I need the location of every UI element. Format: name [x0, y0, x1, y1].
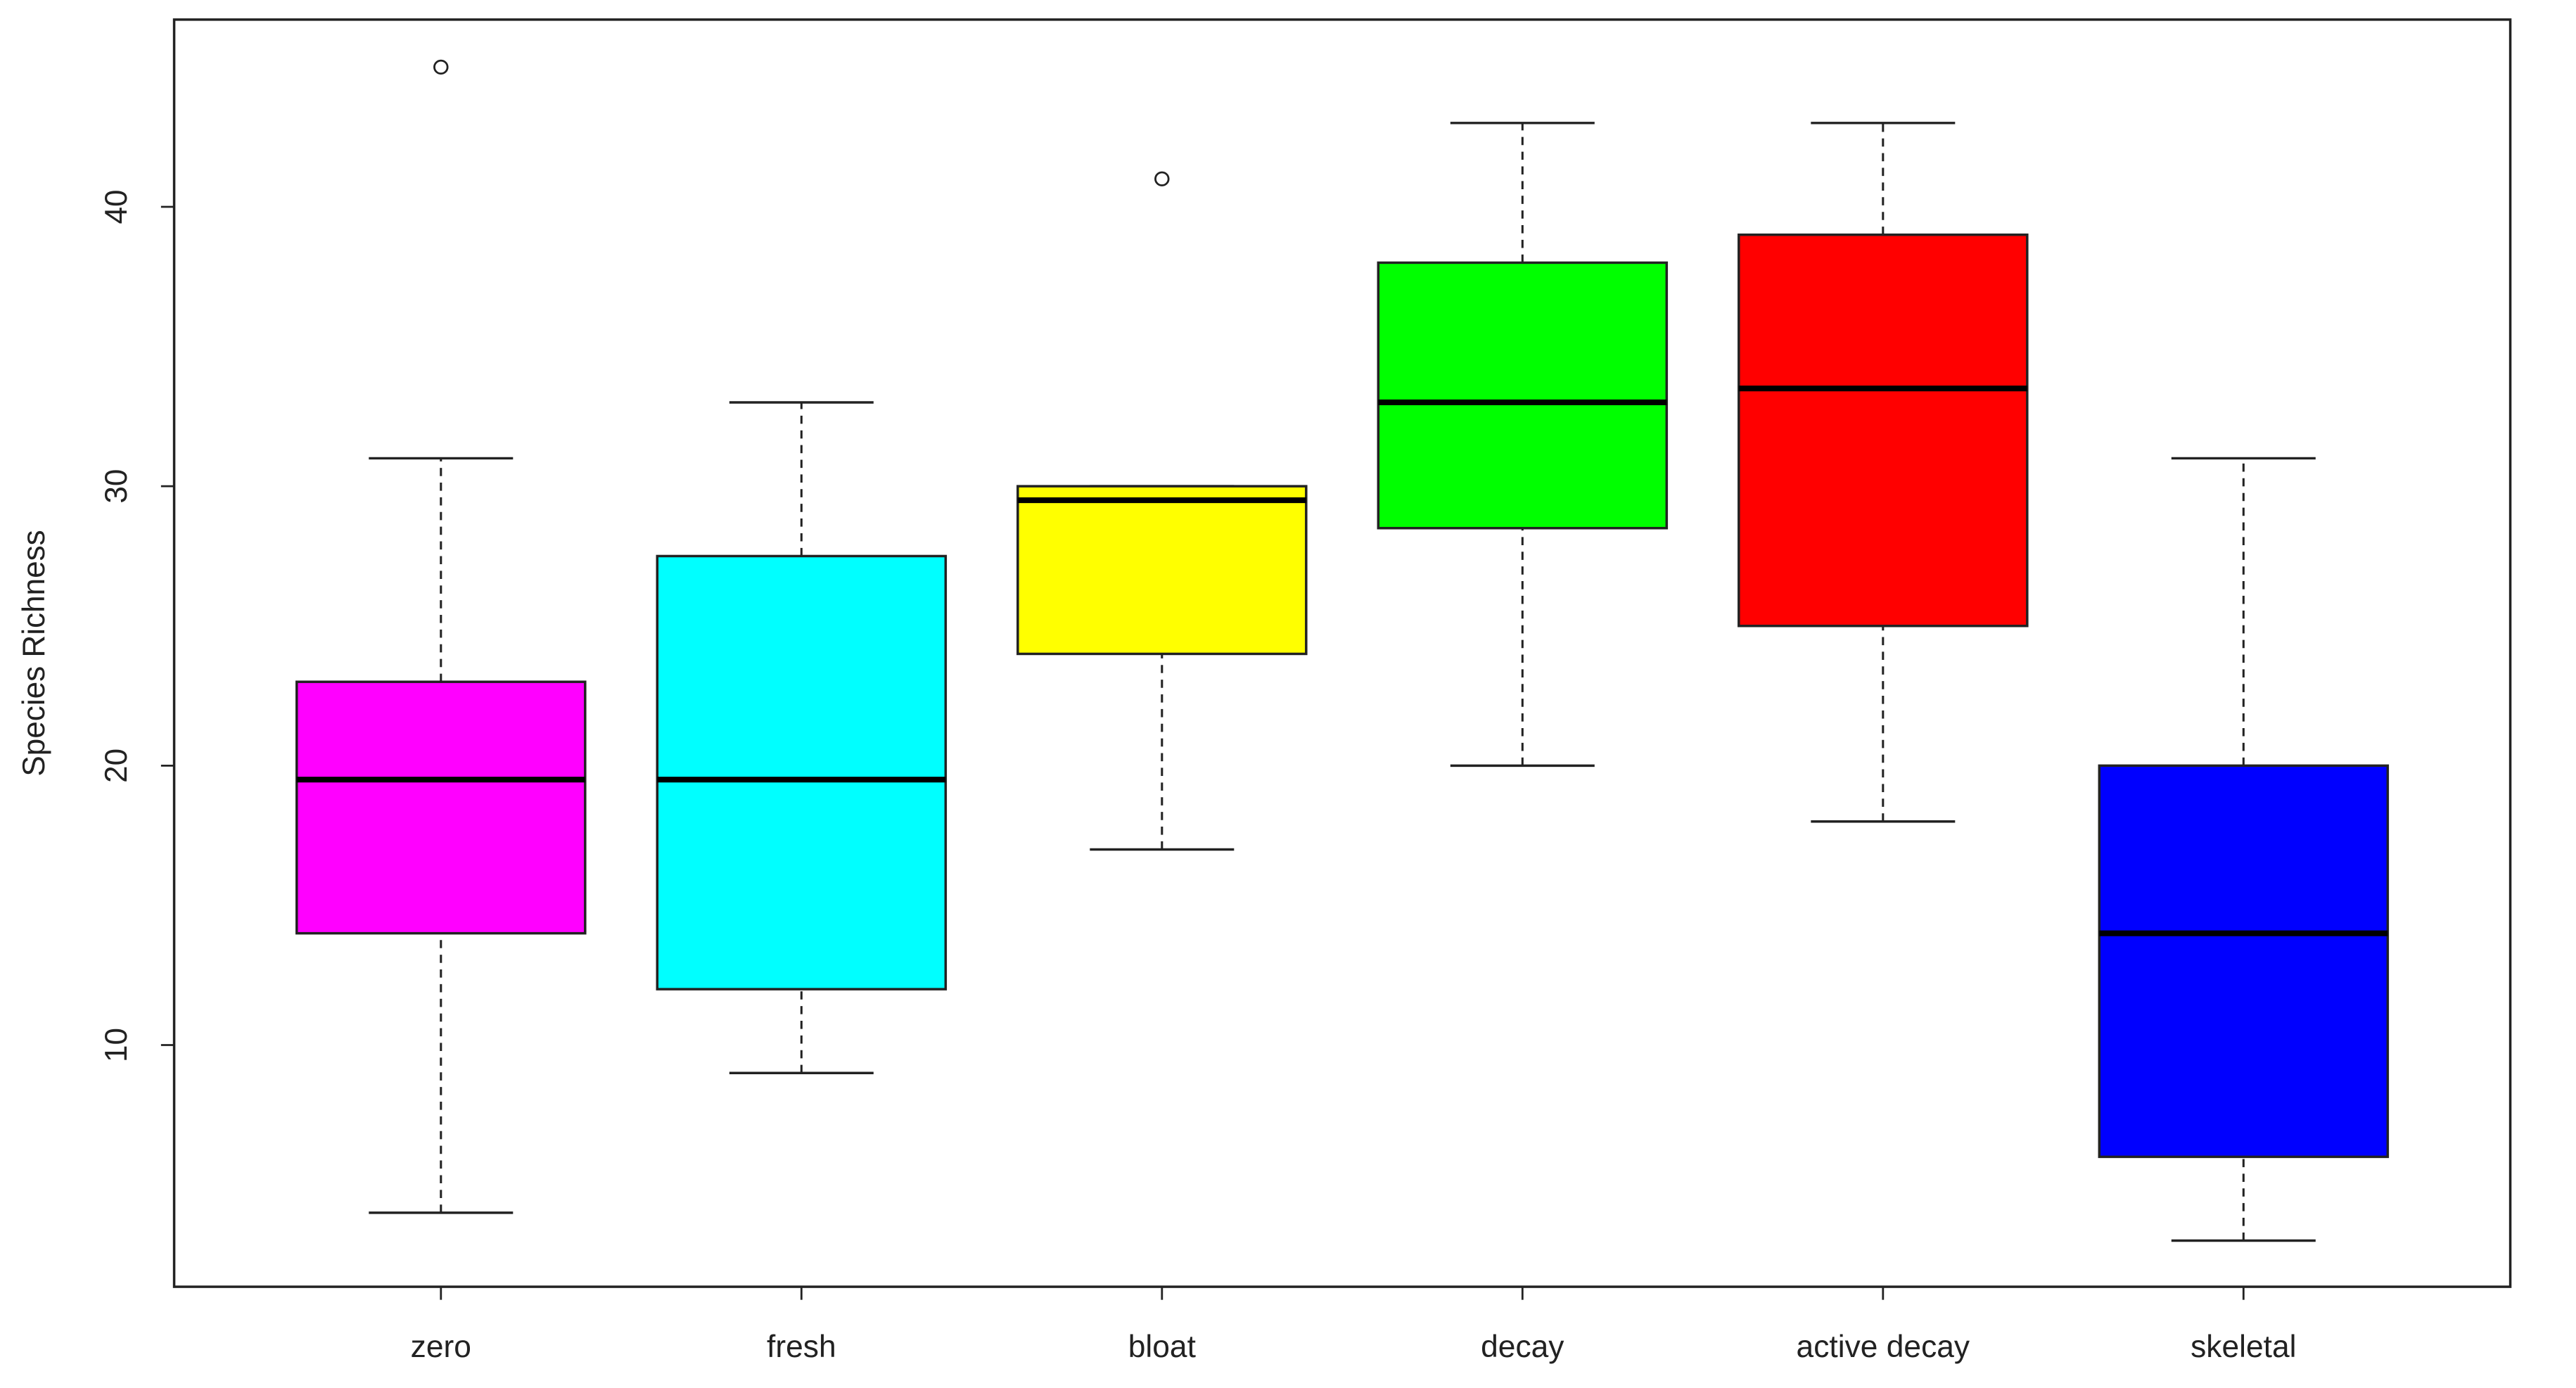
- box: [1737, 233, 2029, 628]
- x-tick-label: bloat: [1128, 1330, 1196, 1364]
- y-tick-label: 30: [99, 469, 134, 504]
- outlier: [433, 59, 449, 75]
- y-axis-label: Species Richness: [17, 530, 51, 776]
- x-tick-label: zero: [411, 1330, 471, 1364]
- x-tick-label: fresh: [767, 1330, 836, 1364]
- box: [656, 554, 948, 991]
- outlier: [1154, 171, 1170, 186]
- x-tick-label: skeletal: [2191, 1330, 2296, 1364]
- plot-frame: [172, 18, 2512, 1288]
- x-tick-label: active decay: [1797, 1330, 1970, 1364]
- box: [1016, 485, 1308, 656]
- box: [295, 680, 587, 935]
- y-tick-label: 40: [99, 189, 134, 224]
- box: [1377, 261, 1669, 530]
- box: [2098, 764, 2390, 1159]
- x-tick-label: decay: [1481, 1330, 1564, 1364]
- y-tick-label: 10: [99, 1028, 134, 1062]
- y-tick-label: 20: [99, 749, 134, 783]
